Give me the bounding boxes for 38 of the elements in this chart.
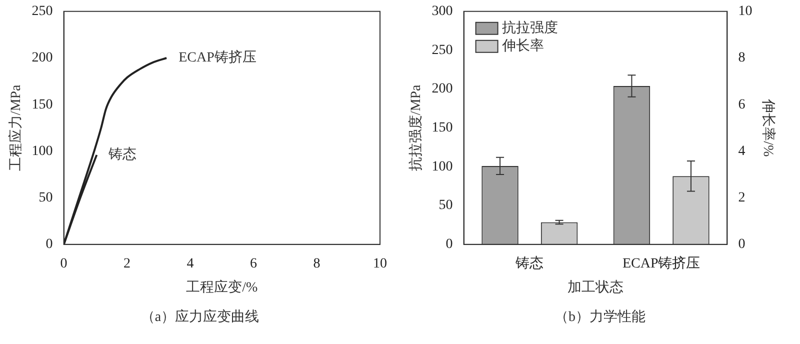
series-label: ECAP铸挤压 bbox=[178, 50, 256, 66]
y-tick-label: 150 bbox=[432, 120, 453, 136]
y2-tick-label: 10 bbox=[738, 4, 752, 20]
x-tick-label: 8 bbox=[313, 256, 320, 272]
text: （b）力学性能 bbox=[554, 308, 646, 326]
y-tick-label: 200 bbox=[32, 50, 53, 66]
y-tick-label: 250 bbox=[32, 4, 53, 20]
y-axis-title: 抗拉强度/MPa bbox=[408, 84, 424, 172]
y2-tick-label: 6 bbox=[738, 97, 746, 112]
y-tick-label: 0 bbox=[446, 237, 453, 252]
x-axis-title: 加工状态 bbox=[568, 279, 624, 296]
y2-tick-label: 8 bbox=[738, 50, 746, 66]
series-label: 铸态 bbox=[108, 146, 137, 163]
x-tick-label: 0 bbox=[60, 256, 68, 272]
legend-label: 抗拉强度 bbox=[502, 20, 558, 36]
y-tick-label: 0 bbox=[46, 237, 53, 252]
y-tick-label: 50 bbox=[38, 190, 53, 206]
legend-label: 伸长率 bbox=[500, 38, 544, 54]
x-tick-label: 2 bbox=[124, 256, 131, 272]
x-tick-label: 铸态 bbox=[514, 255, 544, 272]
x-tick-label: 10 bbox=[373, 256, 387, 272]
y-tick-label: 100 bbox=[32, 144, 53, 159]
y2-tick-label: 2 bbox=[738, 190, 746, 206]
x-tick-label: ECAP铸挤压 bbox=[622, 255, 700, 272]
y-tick-label: 300 bbox=[432, 4, 453, 20]
y2-axis-title: 伸长率/% bbox=[760, 98, 776, 158]
y2-tick-label: 0 bbox=[738, 237, 746, 252]
y-tick-label: 250 bbox=[432, 42, 453, 58]
x-axis-title: 工程应变/% bbox=[186, 279, 258, 296]
x-tick-label: 6 bbox=[250, 256, 258, 272]
x-tick-label: 4 bbox=[186, 256, 194, 272]
y-tick-label: 200 bbox=[432, 82, 453, 97]
text: （a）应力应变曲线 bbox=[140, 308, 260, 326]
y-tick-label: 100 bbox=[432, 159, 453, 174]
y-axis-title: 工程应力/MPa bbox=[8, 84, 24, 172]
y-tick-label: 50 bbox=[438, 198, 453, 214]
y-tick-label: 150 bbox=[32, 97, 53, 112]
y2-tick-label: 4 bbox=[738, 144, 746, 159]
